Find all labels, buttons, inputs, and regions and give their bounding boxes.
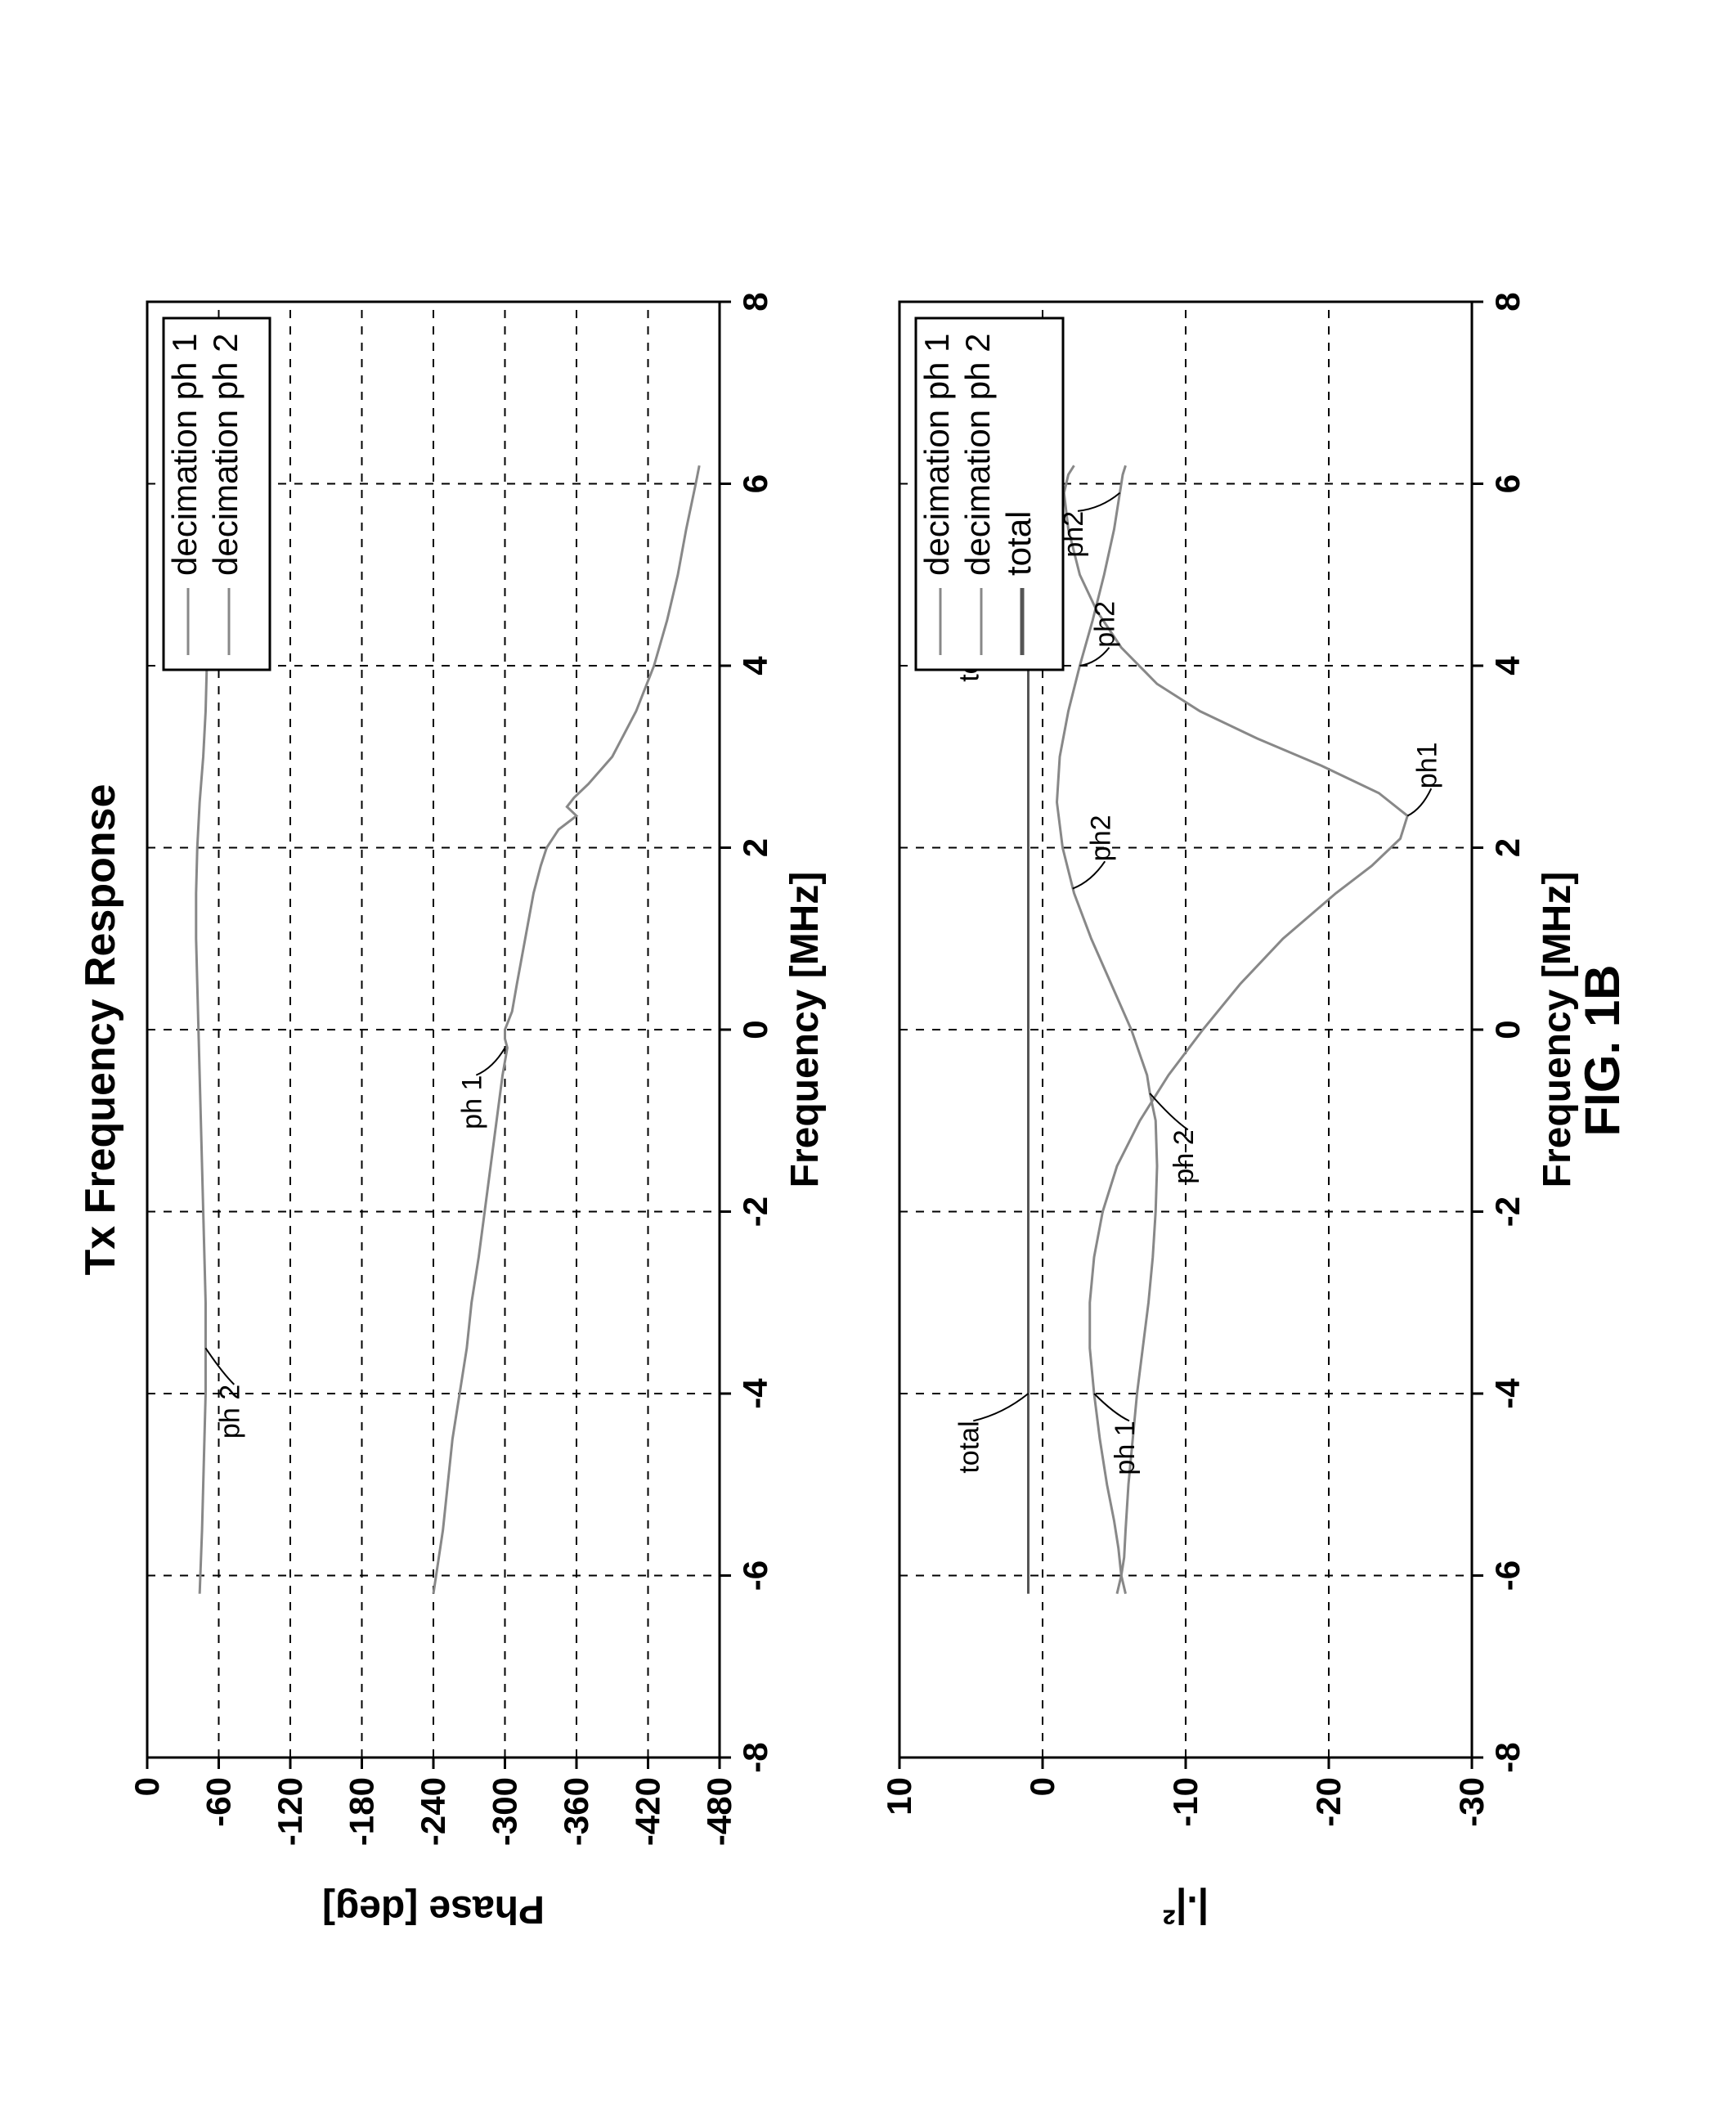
- svg-text:8: 8: [1488, 292, 1527, 311]
- svg-text:-8: -8: [736, 1742, 774, 1772]
- figure-svg: -8-6-4-2024680-60-120-180-240-300-360-42…: [0, 0, 1736, 2101]
- svg-text:-180: -180: [343, 1777, 381, 1846]
- svg-text:decimation ph 2: decimation ph 2: [958, 333, 997, 576]
- svg-text:ph1: ph1: [1411, 742, 1442, 788]
- svg-text:ph 2: ph 2: [1169, 1129, 1200, 1183]
- svg-text:2: 2: [1488, 838, 1527, 857]
- svg-text:decimation ph 1: decimation ph 1: [165, 333, 204, 576]
- svg-text:6: 6: [736, 474, 774, 493]
- svg-text:0: 0: [1488, 1020, 1527, 1039]
- svg-text:-480: -480: [700, 1777, 738, 1846]
- svg-text:-8: -8: [1488, 1742, 1527, 1772]
- svg-text:-300: -300: [486, 1777, 524, 1846]
- svg-text:|.|²: |.|²: [1163, 1888, 1209, 1931]
- svg-text:0: 0: [736, 1020, 774, 1039]
- svg-text:Frequency [MHz]: Frequency [MHz]: [1536, 872, 1579, 1188]
- svg-text:-2: -2: [736, 1196, 774, 1227]
- svg-text:0: 0: [128, 1777, 166, 1796]
- svg-text:ph2: ph2: [1090, 601, 1121, 648]
- svg-text:Frequency [MHz]: Frequency [MHz]: [783, 872, 827, 1188]
- svg-text:2: 2: [736, 838, 774, 857]
- svg-text:ph 2: ph 2: [214, 1385, 245, 1439]
- svg-text:10: 10: [880, 1777, 918, 1816]
- svg-text:decimation ph 1: decimation ph 1: [917, 333, 956, 576]
- svg-text:-20: -20: [1309, 1777, 1348, 1827]
- svg-text:4: 4: [1488, 656, 1527, 676]
- svg-text:-4: -4: [1488, 1378, 1527, 1409]
- svg-text:total: total: [953, 1421, 985, 1473]
- svg-text:ph2: ph2: [1085, 815, 1116, 861]
- svg-text:-60: -60: [200, 1777, 238, 1827]
- svg-text:FIG. 1B: FIG. 1B: [1575, 964, 1630, 1136]
- svg-text:8: 8: [736, 292, 774, 311]
- svg-text:-2: -2: [1488, 1196, 1527, 1227]
- svg-text:-240: -240: [414, 1777, 452, 1846]
- svg-text:-6: -6: [736, 1560, 774, 1591]
- svg-text:-120: -120: [271, 1777, 309, 1846]
- svg-text:total: total: [999, 511, 1038, 576]
- svg-text:decimation ph 2: decimation ph 2: [206, 333, 244, 576]
- svg-text:4: 4: [736, 656, 774, 676]
- svg-text:-6: -6: [1488, 1560, 1527, 1591]
- page-root: -8-6-4-2024680-60-120-180-240-300-360-42…: [0, 0, 1736, 2101]
- svg-text:Phase [deg]: Phase [deg]: [322, 1888, 545, 1931]
- rotated-canvas: -8-6-4-2024680-60-120-180-240-300-360-42…: [0, 0, 1736, 2101]
- svg-text:0: 0: [1023, 1777, 1061, 1796]
- svg-text:-360: -360: [557, 1777, 595, 1846]
- svg-text:-4: -4: [736, 1378, 774, 1409]
- svg-text:-420: -420: [629, 1777, 667, 1846]
- svg-text:-10: -10: [1166, 1777, 1204, 1827]
- svg-text:ph 1: ph 1: [456, 1075, 487, 1129]
- svg-text:ph 1: ph 1: [1110, 1421, 1141, 1475]
- svg-text:6: 6: [1488, 474, 1527, 493]
- svg-text:-30: -30: [1452, 1777, 1491, 1827]
- svg-text:Tx Frequency Response: Tx Frequency Response: [77, 783, 124, 1275]
